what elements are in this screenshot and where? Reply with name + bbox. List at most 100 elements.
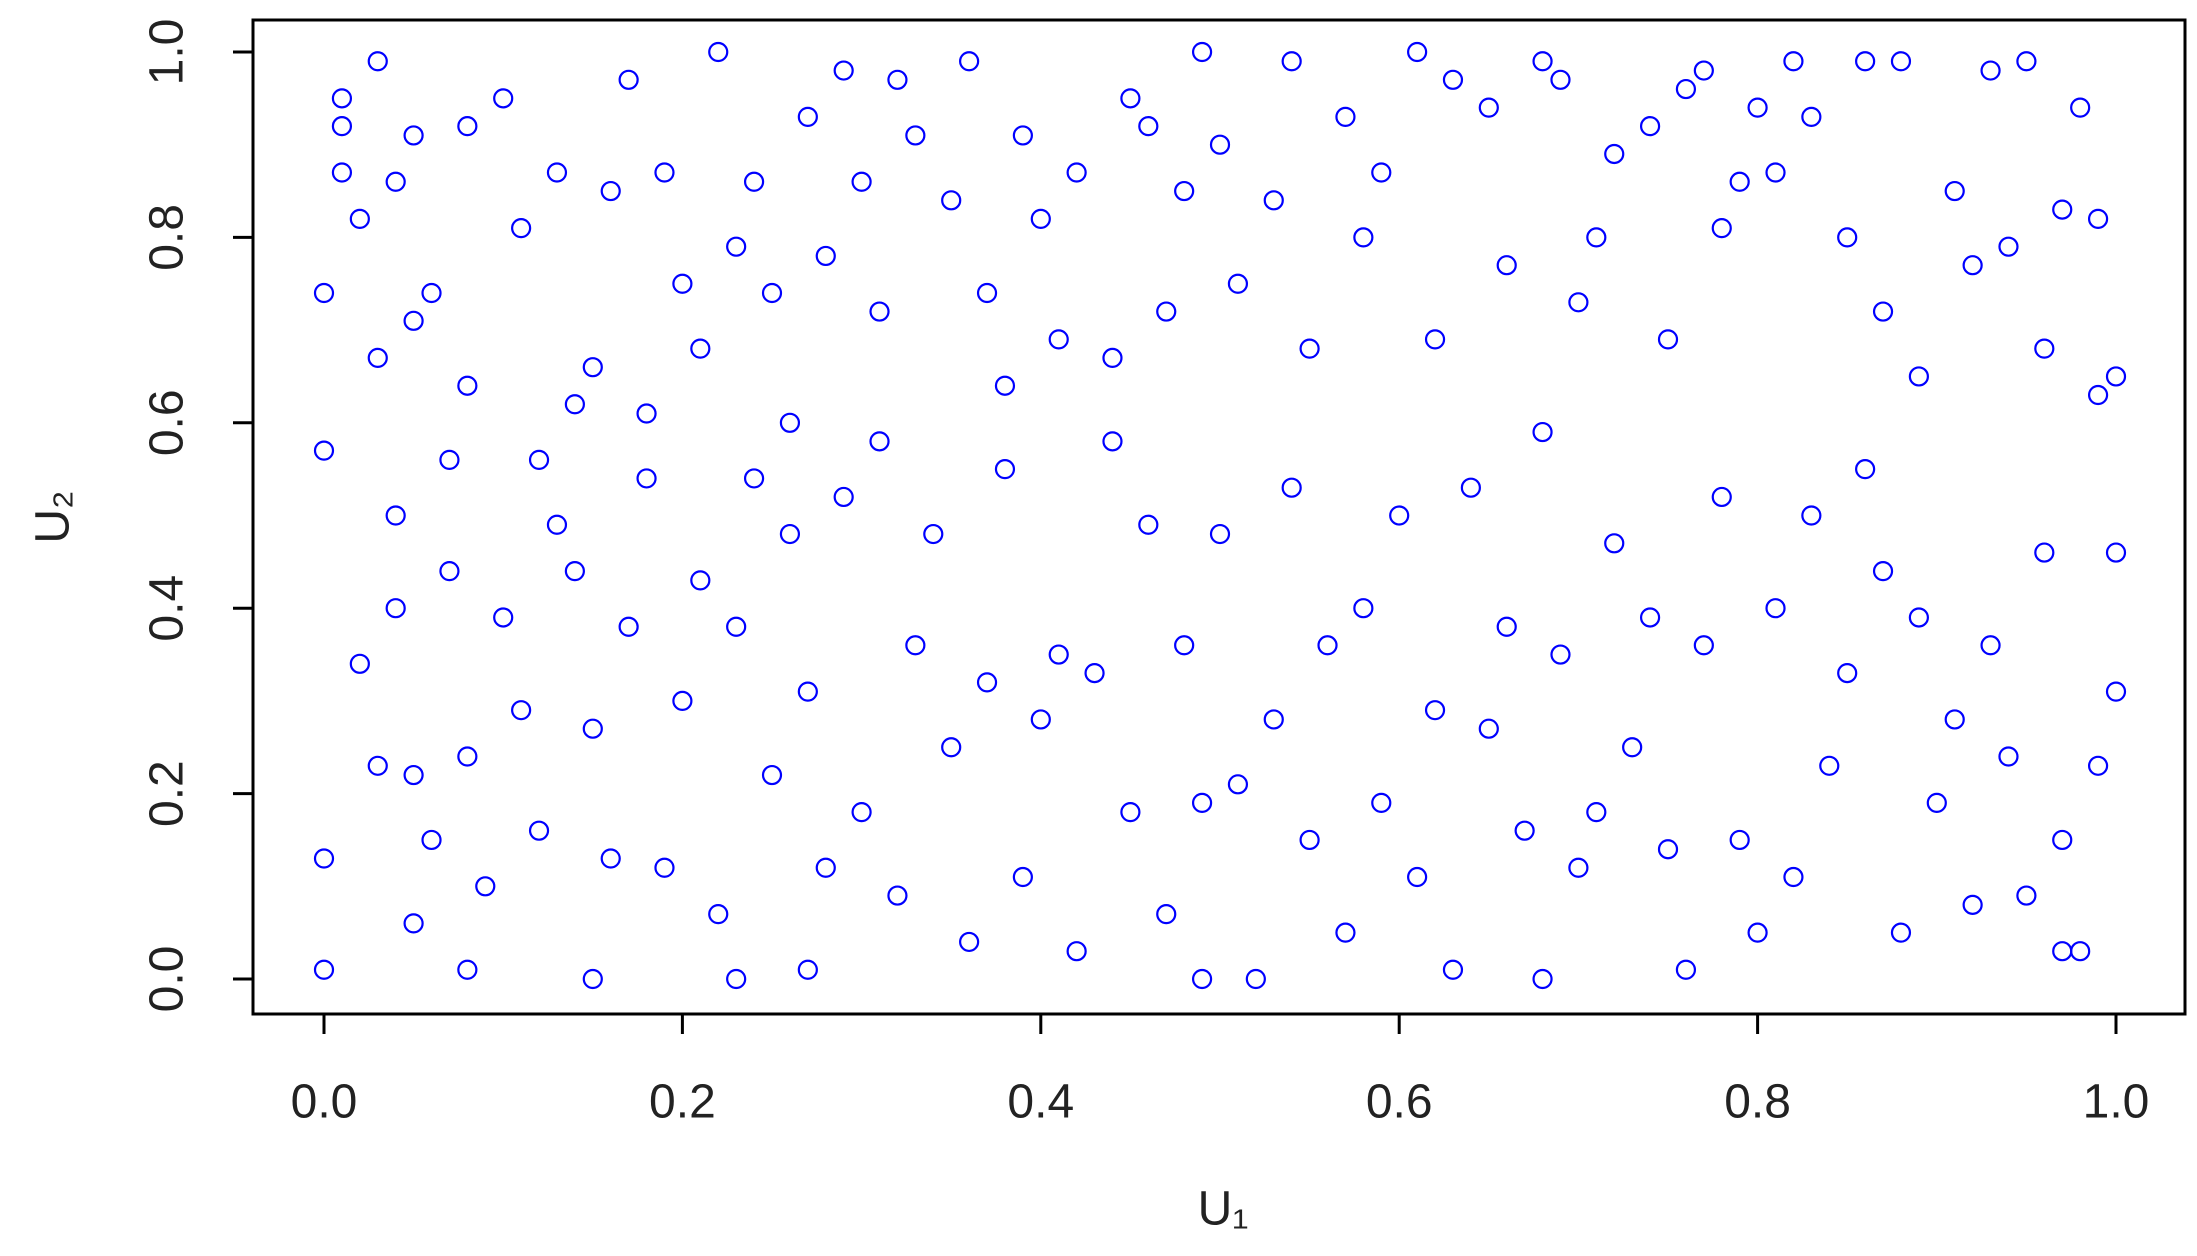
point — [797, 959, 818, 980]
point — [1998, 236, 2019, 257]
point — [1102, 431, 1123, 452]
point — [1353, 227, 1374, 248]
point — [1568, 292, 1589, 313]
point — [528, 820, 550, 841]
point — [959, 51, 980, 72]
point — [349, 653, 370, 674]
point — [923, 523, 944, 545]
point — [1012, 866, 1033, 888]
point — [1424, 329, 1446, 350]
point — [1872, 561, 1894, 582]
point — [1191, 968, 1213, 990]
point — [1657, 329, 1679, 350]
point — [690, 570, 711, 591]
point — [457, 116, 478, 137]
x-tick-label: 0.6 — [1366, 1076, 1433, 1129]
point — [1496, 616, 1517, 637]
point — [1639, 607, 1661, 628]
point — [1657, 839, 1679, 860]
point — [1048, 644, 1069, 665]
point — [582, 357, 603, 378]
point — [385, 598, 406, 619]
point — [457, 959, 478, 980]
point — [1478, 97, 1499, 118]
point — [1174, 635, 1195, 656]
point — [1227, 273, 1249, 294]
point — [672, 690, 693, 712]
point — [869, 431, 890, 452]
point — [1353, 598, 1374, 619]
point — [994, 375, 1016, 396]
point — [905, 125, 926, 146]
point — [1209, 134, 1231, 155]
point — [2016, 51, 2037, 72]
point — [1371, 162, 1392, 183]
point — [2070, 97, 2091, 118]
point — [1926, 792, 1947, 813]
point — [2052, 829, 2073, 851]
point — [1263, 190, 1284, 211]
point — [1765, 162, 1786, 183]
point — [600, 180, 621, 202]
point — [1890, 51, 1912, 72]
point — [994, 459, 1016, 480]
point — [1389, 505, 1410, 526]
point — [761, 764, 783, 786]
point — [708, 41, 729, 63]
point — [403, 310, 424, 331]
point — [403, 764, 424, 786]
point — [690, 338, 711, 359]
point — [1281, 51, 1302, 72]
point — [941, 737, 962, 758]
plot-frame — [251, 18, 2187, 1016]
point — [564, 561, 585, 582]
point — [726, 236, 747, 257]
x-tick-label: 0.2 — [649, 1076, 716, 1129]
point — [1837, 227, 1858, 248]
point — [1980, 60, 2001, 81]
point — [1908, 607, 1929, 628]
point — [2034, 338, 2055, 359]
point — [600, 848, 621, 869]
point — [421, 282, 442, 304]
point — [1729, 829, 1750, 851]
point — [1460, 477, 1481, 498]
point — [654, 162, 675, 183]
point — [403, 913, 424, 934]
point — [1442, 69, 1464, 90]
point — [851, 802, 872, 823]
point — [869, 301, 890, 322]
point — [2105, 542, 2127, 563]
point — [708, 904, 729, 925]
point — [475, 876, 496, 897]
point — [313, 440, 335, 461]
point — [779, 523, 801, 545]
point — [2052, 941, 2073, 962]
point — [887, 885, 908, 906]
point — [1084, 662, 1105, 684]
y-tick-label: 0.0 — [141, 946, 194, 1013]
point — [1317, 635, 1338, 656]
point — [2087, 208, 2109, 229]
point — [1586, 227, 1607, 248]
point — [618, 69, 639, 90]
point — [743, 468, 765, 489]
point — [1281, 477, 1302, 498]
point — [1908, 366, 1929, 387]
point — [439, 561, 460, 582]
point — [2070, 941, 2091, 962]
point — [1478, 718, 1499, 739]
point — [1227, 774, 1249, 795]
point — [2105, 681, 2127, 702]
point — [1783, 51, 1804, 72]
point — [672, 273, 693, 294]
point — [1855, 459, 1876, 480]
point — [2087, 755, 2109, 776]
point — [1747, 922, 1768, 943]
point — [1783, 866, 1804, 888]
point — [421, 829, 442, 851]
point — [851, 171, 872, 192]
point — [2052, 199, 2073, 220]
point — [654, 857, 675, 878]
